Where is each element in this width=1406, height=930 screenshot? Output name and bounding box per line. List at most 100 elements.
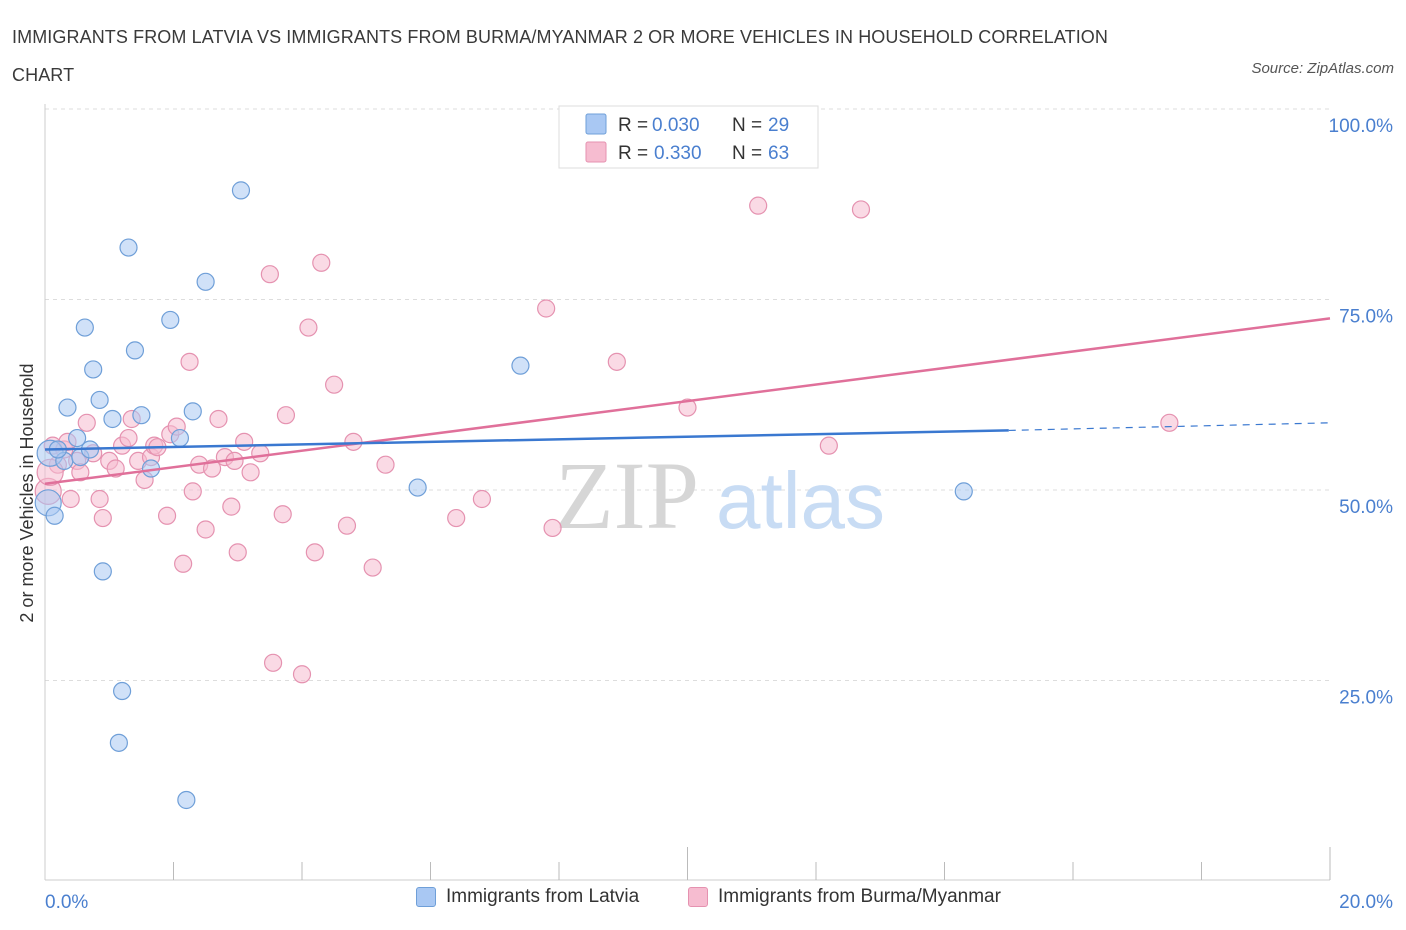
legend-swatch-latvia (416, 887, 436, 907)
data-point-burma (228, 543, 247, 562)
series-burma-points (34, 196, 1179, 684)
data-point-burma (241, 463, 260, 482)
data-point-burma (447, 508, 466, 528)
data-point-latvia (408, 478, 427, 497)
x-tick-labels: 0.0% 20.0% (45, 892, 1393, 913)
data-point-burma (61, 489, 80, 509)
trend-line-latvia-extension (1008, 422, 1331, 432)
trend-lines (44, 317, 1331, 485)
data-point-burma (305, 543, 324, 562)
y-axis-label: 2 or more Vehicles in Household (17, 363, 37, 622)
chart-title: IMMIGRANTS FROM LATVIA VS IMMIGRANTS FRO… (12, 27, 1109, 85)
legend-label-latvia: Immigrants from Latvia (446, 886, 640, 907)
data-point-latvia (125, 341, 145, 360)
data-point-burma (749, 196, 768, 215)
data-point-burma (251, 444, 270, 463)
data-point-latvia (177, 790, 196, 810)
data-point-burma (93, 508, 112, 528)
data-point-burma (1160, 413, 1179, 432)
data-point-latvia (68, 428, 87, 448)
stats-swatch-latvia (585, 113, 607, 135)
legend-item-latvia[interactable]: Immigrants from Latvia (416, 886, 639, 908)
watermark-atlas: atlas (716, 456, 885, 545)
legend-swatch-burma (688, 887, 708, 907)
bottom-legend: Immigrants from Latvia Immigrants from B… (0, 886, 1406, 918)
legend-item-burma[interactable]: Immigrants from Burma/Myanmar (688, 886, 1001, 908)
data-point-burma (276, 406, 296, 425)
data-point-latvia (112, 681, 132, 701)
data-point-burma (119, 428, 138, 448)
data-point-burma (106, 459, 125, 478)
data-point-latvia (84, 360, 103, 379)
data-point-latvia (109, 733, 128, 752)
legend-label-burma: Immigrants from Burma/Myanmar (718, 886, 1001, 907)
data-point-burma (196, 520, 215, 539)
y-tick-label: 100.0% (1329, 116, 1394, 137)
trend-line-burma (44, 317, 1331, 485)
data-point-burma (325, 375, 344, 394)
data-point-burma (292, 665, 312, 684)
data-point-burma (174, 554, 193, 573)
data-point-burma (678, 398, 697, 417)
data-point-burma (851, 200, 871, 219)
data-point-latvia (45, 506, 64, 525)
data-point-burma (202, 459, 222, 478)
data-point-burma (180, 352, 199, 371)
data-point-burma (312, 253, 331, 272)
data-point-latvia (75, 318, 94, 337)
data-point-burma (472, 489, 491, 509)
data-point-latvia (231, 181, 251, 200)
data-point-burma (157, 506, 177, 525)
data-point-burma (263, 653, 283, 672)
y-tick-label: 50.0% (1339, 497, 1393, 518)
data-point-burma (209, 409, 228, 429)
data-point-burma (543, 518, 562, 538)
data-point-burma (77, 413, 96, 432)
data-point-burma (376, 455, 395, 474)
data-point-burma (819, 436, 838, 455)
y-tick-label: 75.0% (1339, 307, 1393, 328)
data-point-latvia (103, 409, 122, 429)
data-point-burma (260, 265, 279, 284)
stats-n-label-burma: N = (732, 143, 762, 164)
data-point-burma (537, 299, 556, 318)
data-point-burma (607, 352, 626, 371)
data-point-burma (273, 505, 292, 524)
data-point-burma (235, 432, 254, 451)
data-point-burma (299, 318, 318, 337)
stats-r-label-burma: R = (618, 143, 648, 164)
data-point-latvia (119, 238, 138, 257)
data-point-burma (90, 489, 109, 509)
source-credit: Source: ZipAtlas.com (1251, 60, 1394, 77)
stats-r-value-latvia: 0.030 (652, 115, 700, 136)
data-point-burma (222, 497, 241, 516)
stats-n-value-latvia: 29 (768, 115, 789, 136)
data-point-latvia (183, 402, 202, 421)
stats-legend: R = 0.030 N = 29 R = 0.330 N = 63 (558, 105, 819, 169)
trend-line-latvia (44, 429, 1009, 451)
stats-swatch-burma (585, 141, 607, 163)
data-point-latvia (93, 562, 112, 581)
data-point-latvia (161, 310, 180, 330)
data-point-latvia (170, 428, 190, 448)
data-point-latvia (954, 482, 973, 501)
x-tick-label: 20.0% (1339, 892, 1393, 913)
watermark-zip: ZIP (555, 442, 699, 549)
data-point-latvia (132, 406, 151, 425)
x-tick-label: 0.0% (45, 892, 88, 913)
data-point-latvia (90, 390, 109, 410)
data-point-burma (363, 558, 382, 577)
stats-r-label-latvia: R = (618, 115, 648, 136)
stats-r-value-burma: 0.330 (654, 143, 702, 164)
y-tick-label: 25.0% (1339, 688, 1393, 709)
stats-n-label-latvia: N = (732, 115, 762, 136)
data-point-burma (344, 432, 363, 451)
data-point-latvia (196, 272, 215, 291)
stats-n-value-burma: 63 (768, 143, 789, 164)
y-tick-labels: 25.0% 50.0% 75.0% 100.0% (1329, 116, 1394, 709)
data-point-latvia (58, 398, 77, 417)
data-point-burma (337, 516, 357, 535)
data-point-latvia (511, 356, 530, 375)
data-point-burma (183, 482, 202, 501)
